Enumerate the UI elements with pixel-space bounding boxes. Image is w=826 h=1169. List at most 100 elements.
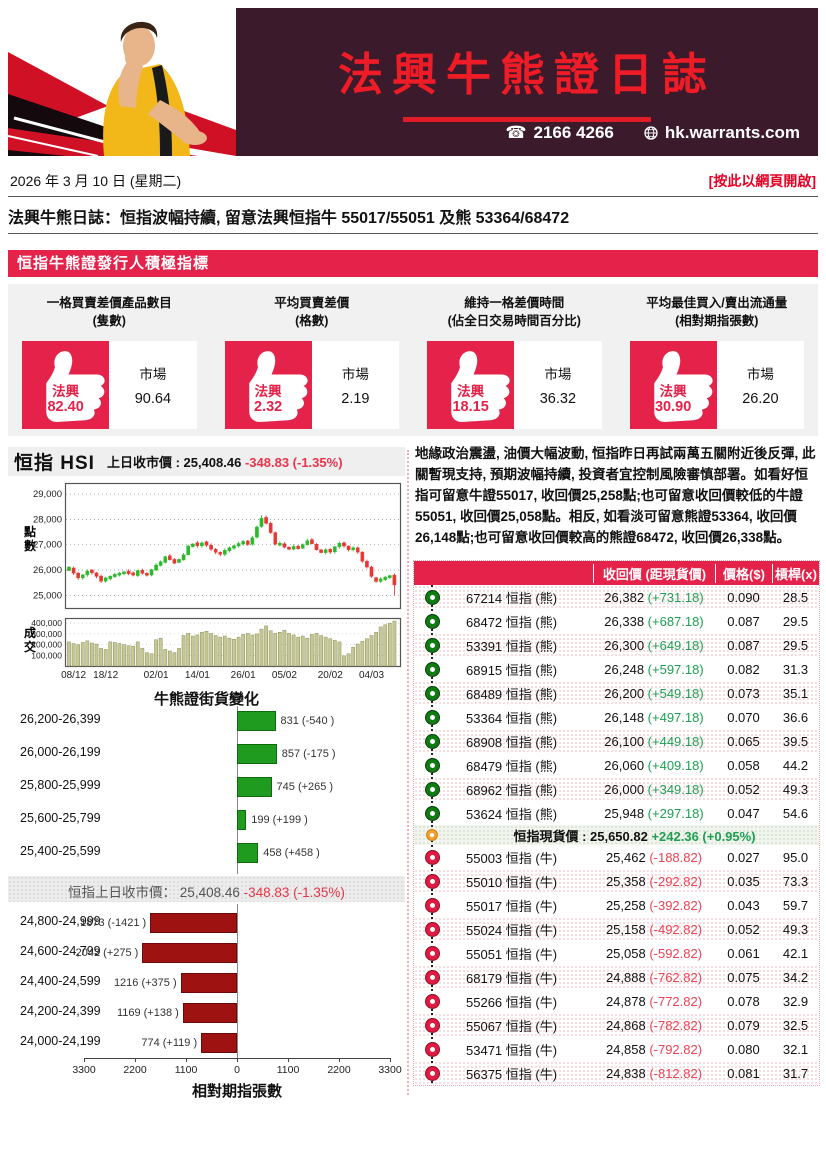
distance-to-spot: (-392.82) <box>649 897 703 913</box>
bull-row: 55017 恒指 (牛) 25,258 (-392.82) 0.043 59.7 <box>414 893 819 917</box>
cbbc-code-label: 55067 恒指 (牛) <box>466 1018 558 1034</box>
leverage-value: 34.2 <box>782 969 809 985</box>
street-range-label: 25,600-25,799 <box>20 811 101 825</box>
bull-marker-icon <box>425 922 439 936</box>
cbbc-code-label: 68479 恒指 (熊) <box>466 758 558 774</box>
hsi-chart-x-axis: 08/12 18/12 02/01 14/01 26/01 05/02 20/02 04/03 <box>8 670 405 683</box>
row-icon-cell <box>414 825 450 845</box>
bull-bar-value: 2042 (+275 ) <box>75 947 139 959</box>
sg-value: 18.15 <box>452 399 489 416</box>
street-range-label: 24,000-24,199 <box>20 1034 101 1048</box>
x-tick-label: 20/02 <box>317 670 343 681</box>
recall-price: 26,338 (+687.18) <box>604 613 704 629</box>
recall-price: 26,060 (+409.18) <box>604 757 704 773</box>
leverage-value: 29.5 <box>782 637 809 653</box>
sg-value: 30.90 <box>654 399 692 416</box>
bear-marker-icon <box>425 686 439 700</box>
leverage-value: 49.3 <box>782 921 809 937</box>
website-contact[interactable]: hk.warrants.com <box>644 123 800 143</box>
hsi-candlestick-chart: 29,000 28,000 27,000 26,000 25,000 點數 <box>8 480 405 614</box>
market-label: 市場 <box>544 367 572 382</box>
bull-row: 53471 恒指 (牛) 24,858 (-792.82) 0.080 32.1 <box>414 1037 819 1061</box>
recall-price: 24,878 (-772.82) <box>605 993 703 1009</box>
cbbc-code-label: 55266 恒指 (牛) <box>466 994 558 1010</box>
leverage-value: 31.3 <box>782 661 809 677</box>
leverage-value: 42.1 <box>782 945 809 961</box>
row-icon-cell <box>414 705 450 729</box>
bear-marker-icon <box>425 782 439 796</box>
date-row: 2026 年 3 月 10 日 (星期二) [按此以網頁開啟] <box>10 171 816 191</box>
street-range-label: 24,800-24,999 <box>20 914 101 928</box>
row-icon-cell <box>414 1013 450 1037</box>
open-in-browser-link[interactable]: [按此以網頁開啟] <box>708 173 816 189</box>
distance-to-spot: (+409.18) <box>647 757 704 773</box>
recall-price: 25,948 (+297.18) <box>604 805 704 821</box>
cbbc-code-label: 53391 恒指 (熊) <box>466 638 558 654</box>
row-icon-cell <box>414 777 450 801</box>
bull-marker-icon <box>425 1042 439 1056</box>
thumbs-up-icon <box>451 351 510 422</box>
recall-price: 26,000 (+349.18) <box>604 781 704 797</box>
recall-price: 24,858 (-792.82) <box>605 1041 703 1057</box>
bull-bar <box>201 1033 237 1053</box>
row-icon-cell <box>414 845 450 869</box>
row-icon-cell <box>414 869 450 893</box>
bull-row: 55010 恒指 (牛) 25,358 (-292.82) 0.035 73.3 <box>414 869 819 893</box>
leverage-value: 95.0 <box>782 849 809 865</box>
distance-to-spot: (-762.82) <box>649 969 703 985</box>
svg-text:100,000: 100,000 <box>31 650 62 660</box>
street-range-label: 24,600-24,799 <box>20 944 101 958</box>
bear-row: 53624 恒指 (熊) 25,948 (+297.18) 0.047 54.6 <box>414 801 819 825</box>
price-value: 0.061 <box>727 945 760 961</box>
bear-bar <box>237 777 272 797</box>
bear-marker-icon <box>425 734 439 748</box>
recall-price: 25,158 (-492.82) <box>605 921 703 937</box>
sg-value: 2.32 <box>254 399 283 416</box>
svg-text:成: 成 <box>24 625 36 640</box>
website-url[interactable]: hk.warrants.com <box>664 123 800 142</box>
price-value: 0.081 <box>727 1065 760 1081</box>
cbbc-code-label: 55003 恒指 (牛) <box>466 850 558 866</box>
price-value: 0.052 <box>727 921 760 937</box>
bear-bar <box>237 810 247 830</box>
x-tick-label: 05/02 <box>271 670 297 681</box>
bear-row: 68915 恒指 (熊) 26,248 (+597.18) 0.082 31.3 <box>414 657 819 681</box>
metric-card-time: 維持一格差價時間 (佔全日交易時間百分比) 法興 18.15 市場 36.32 <box>413 284 616 436</box>
street-range-label: 26,200-26,399 <box>20 712 101 726</box>
bull-marker-icon <box>425 1066 439 1080</box>
street-x-axis-label: 相對期指張數 <box>191 1083 283 1100</box>
market-label: 市場 <box>341 367 369 382</box>
svg-text:26,000: 26,000 <box>33 565 62 576</box>
bull-marker-icon <box>425 946 439 960</box>
price-value: 0.073 <box>727 685 760 701</box>
banner-contact: ☎ 2166 4266 hk.warrants.com <box>505 123 800 143</box>
svg-text:25,000: 25,000 <box>33 590 62 601</box>
distance-to-spot: (-772.82) <box>649 993 703 1009</box>
bull-marker-icon <box>425 1018 439 1032</box>
bull-marker-icon <box>425 874 439 888</box>
recall-price: 26,100 (+449.18) <box>604 733 704 749</box>
price-value: 0.080 <box>727 1041 760 1057</box>
x-tick-label: 26/01 <box>230 670 256 681</box>
metric-title: 平均買賣差價 (格數) <box>274 296 350 329</box>
bull-marker-icon <box>425 970 439 984</box>
cbbc-code-label: 53364 恒指 (熊) <box>466 710 558 726</box>
banner-title: 法興牛熊證日誌 <box>337 49 716 100</box>
price-value: 0.035 <box>727 873 760 889</box>
sg-label: 法興 <box>254 383 282 399</box>
cbbc-code-label: 55024 恒指 (牛) <box>466 922 558 938</box>
row-icon-cell <box>414 657 450 681</box>
x-tick-label: 08/12 <box>61 670 87 681</box>
recall-price: 25,058 (-592.82) <box>605 945 703 961</box>
spot-price-row: 恒指現貨價 : 25,650.82 +242.36 (+0.95%) <box>414 825 819 845</box>
thumbs-up-icon <box>248 351 308 422</box>
bear-bar-value: 831 (-540 ) <box>280 715 335 727</box>
cbbc-code-label: 68908 恒指 (熊) <box>466 734 558 750</box>
metric-card-spread: 平均買賣差價 (格數) 法興 2.32 市場 2.19 <box>211 284 414 436</box>
sg-label: 法興 <box>52 383 80 399</box>
sg-thumb-panel: 法興 30.90 <box>629 341 717 429</box>
leverage-value: 32.5 <box>782 1017 809 1033</box>
svg-text:交: 交 <box>24 639 36 654</box>
bull-bar-value: 1216 (+375 ) <box>113 977 177 989</box>
